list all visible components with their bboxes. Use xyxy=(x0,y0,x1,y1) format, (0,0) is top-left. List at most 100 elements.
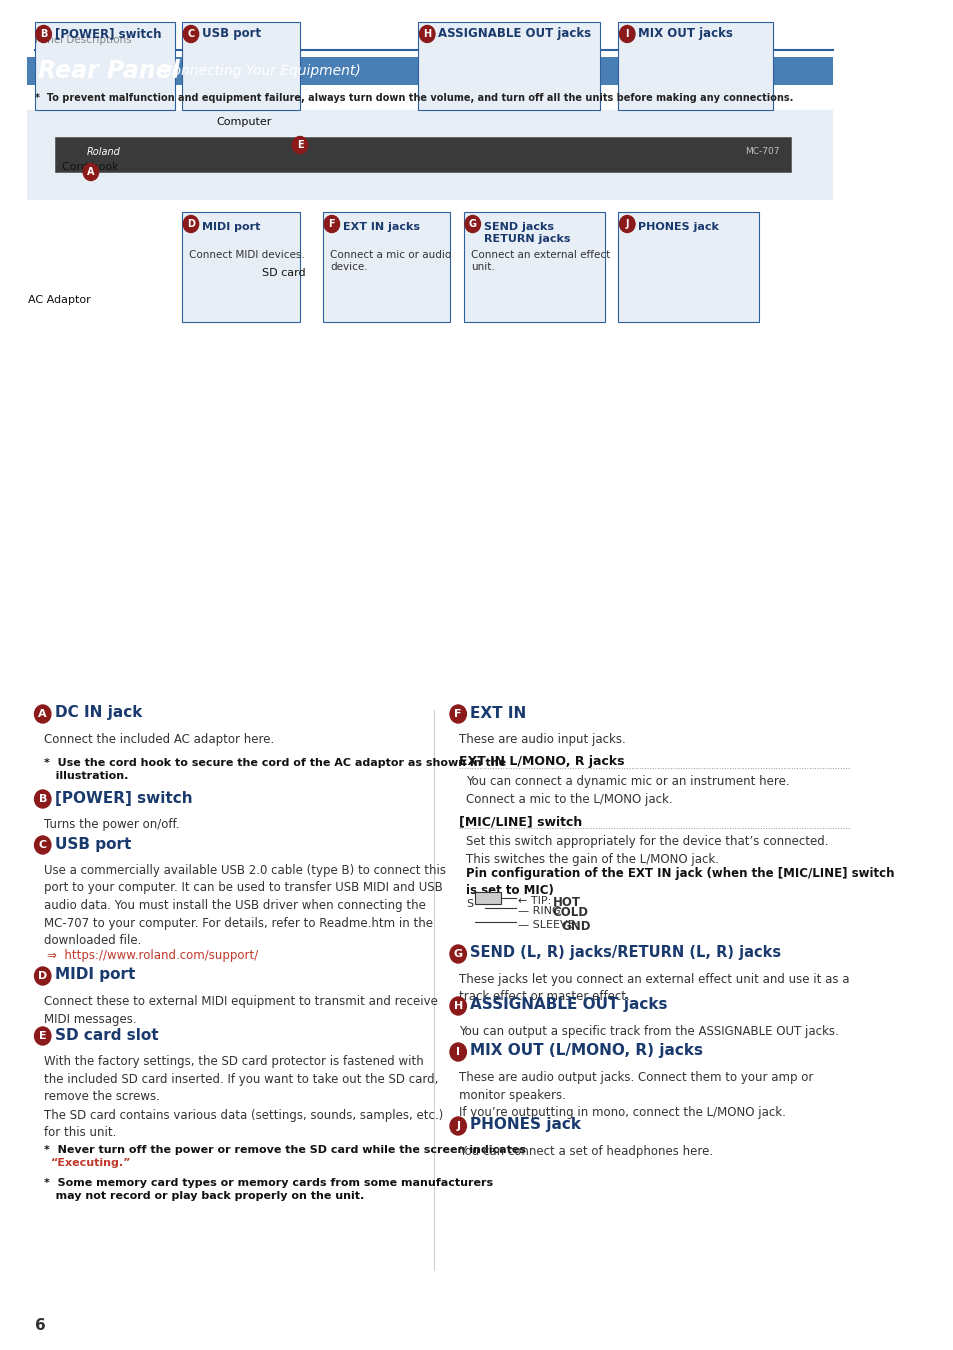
Text: Connect a mic or audio
device.: Connect a mic or audio device. xyxy=(330,250,451,273)
FancyBboxPatch shape xyxy=(34,22,175,109)
Text: S: S xyxy=(466,899,473,909)
Text: COLD: COLD xyxy=(552,906,588,919)
Text: 6: 6 xyxy=(34,1318,45,1332)
Text: Cord hook: Cord hook xyxy=(62,162,118,171)
Text: These are audio input jacks.: These are audio input jacks. xyxy=(458,733,625,747)
Circle shape xyxy=(34,790,51,809)
Text: — SLEEVE:: — SLEEVE: xyxy=(517,919,578,930)
Text: EXT IN: EXT IN xyxy=(470,706,526,721)
Text: SD card: SD card xyxy=(261,269,305,278)
Text: DC IN jack: DC IN jack xyxy=(54,706,142,721)
Text: [POWER] switch: [POWER] switch xyxy=(54,27,161,40)
Circle shape xyxy=(450,945,466,963)
Text: Use a commercially available USB 2.0 cable (type B) to connect this
port to your: Use a commercially available USB 2.0 cab… xyxy=(44,864,445,946)
Text: ASSIGNABLE OUT jacks: ASSIGNABLE OUT jacks xyxy=(437,27,591,40)
Text: SEND jacks
RETURN jacks: SEND jacks RETURN jacks xyxy=(483,221,570,244)
Text: GND: GND xyxy=(561,919,591,933)
Text: PHONES jack: PHONES jack xyxy=(470,1118,580,1133)
FancyBboxPatch shape xyxy=(182,212,299,323)
Text: Panel Descriptions: Panel Descriptions xyxy=(34,35,131,45)
Text: H: H xyxy=(423,28,431,39)
Text: [POWER] switch: [POWER] switch xyxy=(54,791,192,806)
Text: You can connect a set of headphones here.: You can connect a set of headphones here… xyxy=(458,1145,713,1158)
Text: I: I xyxy=(456,1048,459,1057)
Text: “Executing.”: “Executing.” xyxy=(51,1158,132,1168)
Circle shape xyxy=(450,1044,466,1061)
FancyBboxPatch shape xyxy=(28,109,832,200)
Text: ← TIP:: ← TIP: xyxy=(517,896,551,906)
FancyBboxPatch shape xyxy=(28,57,832,85)
Text: B: B xyxy=(40,28,48,39)
Text: PHONES jack: PHONES jack xyxy=(638,221,719,232)
Text: Pin configuration of the EXT IN jack (when the [MIC/LINE] switch
is set to MIC): Pin configuration of the EXT IN jack (wh… xyxy=(466,867,894,896)
Text: *  To prevent malfunction and equipment failure, always turn down the volume, an: * To prevent malfunction and equipment f… xyxy=(34,93,792,103)
Text: MIX OUT (L/MONO, R) jacks: MIX OUT (L/MONO, R) jacks xyxy=(470,1044,702,1058)
Circle shape xyxy=(419,26,435,42)
Text: EXT IN L/MONO, R jacks: EXT IN L/MONO, R jacks xyxy=(458,755,624,768)
Text: G: G xyxy=(453,949,462,958)
Text: Connect the included AC adaptor here.: Connect the included AC adaptor here. xyxy=(44,733,274,747)
Text: HOT: HOT xyxy=(552,896,580,909)
Text: *  Never turn off the power or remove the SD card while the screen indicates: * Never turn off the power or remove the… xyxy=(44,1145,525,1156)
Circle shape xyxy=(464,216,480,232)
Circle shape xyxy=(34,705,51,724)
Text: D: D xyxy=(187,219,194,230)
Text: D: D xyxy=(38,971,48,981)
Text: These are audio output jacks. Connect them to your amp or
monitor speakers.
If y: These are audio output jacks. Connect th… xyxy=(458,1071,813,1119)
Text: USB port: USB port xyxy=(202,27,261,40)
Circle shape xyxy=(34,1027,51,1045)
Text: A: A xyxy=(38,709,47,720)
Text: G: G xyxy=(468,219,476,230)
Text: These jacks let you connect an external effect unit and use it as a
track effect: These jacks let you connect an external … xyxy=(458,973,849,1003)
Text: Turns the power on/off.: Turns the power on/off. xyxy=(44,818,179,832)
Text: Computer: Computer xyxy=(215,117,271,127)
FancyBboxPatch shape xyxy=(417,22,599,109)
Text: Connect these to external MIDI equipment to transmit and receive
MIDI messages.: Connect these to external MIDI equipment… xyxy=(44,995,437,1026)
Circle shape xyxy=(83,163,98,181)
Circle shape xyxy=(36,26,51,42)
Circle shape xyxy=(618,26,635,42)
Circle shape xyxy=(292,136,308,154)
Text: The SD card contains various data (settings, sounds, samples, etc.)
for this uni: The SD card contains various data (setti… xyxy=(44,1108,442,1139)
Text: E: E xyxy=(296,140,303,150)
Text: [MIC/LINE] switch: [MIC/LINE] switch xyxy=(458,815,581,828)
Text: ASSIGNABLE OUT jacks: ASSIGNABLE OUT jacks xyxy=(470,998,667,1012)
Text: MIX OUT jacks: MIX OUT jacks xyxy=(638,27,732,40)
FancyBboxPatch shape xyxy=(475,892,500,904)
Text: *  Some memory card types or memory cards from some manufacturers
   may not rec: * Some memory card types or memory cards… xyxy=(44,1179,493,1202)
Circle shape xyxy=(183,216,198,232)
Text: J: J xyxy=(625,219,628,230)
Text: Connect MIDI devices.: Connect MIDI devices. xyxy=(189,250,305,261)
FancyBboxPatch shape xyxy=(618,22,772,109)
Text: H: H xyxy=(453,1000,462,1011)
Circle shape xyxy=(450,1116,466,1135)
Text: USB port: USB port xyxy=(54,837,131,852)
Text: With the factory settings, the SD card protector is fastened with
the included S: With the factory settings, the SD card p… xyxy=(44,1054,437,1103)
FancyBboxPatch shape xyxy=(182,22,299,109)
Circle shape xyxy=(618,216,635,232)
FancyBboxPatch shape xyxy=(322,212,450,323)
Circle shape xyxy=(324,216,339,232)
FancyBboxPatch shape xyxy=(463,212,604,323)
Circle shape xyxy=(183,26,198,42)
FancyBboxPatch shape xyxy=(54,136,790,171)
Text: EXT IN jacks: EXT IN jacks xyxy=(342,221,419,232)
Text: F: F xyxy=(328,219,335,230)
Text: SD card slot: SD card slot xyxy=(54,1027,158,1042)
Text: ⇒  https://www.roland.com/support/: ⇒ https://www.roland.com/support/ xyxy=(48,949,258,963)
Text: C: C xyxy=(39,840,47,850)
Circle shape xyxy=(34,967,51,985)
Text: F: F xyxy=(454,709,461,720)
FancyBboxPatch shape xyxy=(618,212,759,323)
Text: J: J xyxy=(456,1120,459,1131)
Text: Connect an external effect
unit.: Connect an external effect unit. xyxy=(471,250,610,273)
Text: E: E xyxy=(39,1031,47,1041)
Text: Set this switch appropriately for the device that’s connected.
This switches the: Set this switch appropriately for the de… xyxy=(466,836,828,865)
Text: SEND (L, R) jacks/RETURN (L, R) jacks: SEND (L, R) jacks/RETURN (L, R) jacks xyxy=(470,945,781,960)
Text: MC-707: MC-707 xyxy=(744,147,780,157)
Text: *  Use the cord hook to secure the cord of the AC adaptor as shown in the
   ill: * Use the cord hook to secure the cord o… xyxy=(44,757,505,782)
Text: (Connecting Your Equipment): (Connecting Your Equipment) xyxy=(152,63,360,78)
Text: You can output a specific track from the ASSIGNABLE OUT jacks.: You can output a specific track from the… xyxy=(458,1025,838,1038)
Text: Rear Panel: Rear Panel xyxy=(38,59,180,82)
Text: — RING:: — RING: xyxy=(517,906,564,917)
